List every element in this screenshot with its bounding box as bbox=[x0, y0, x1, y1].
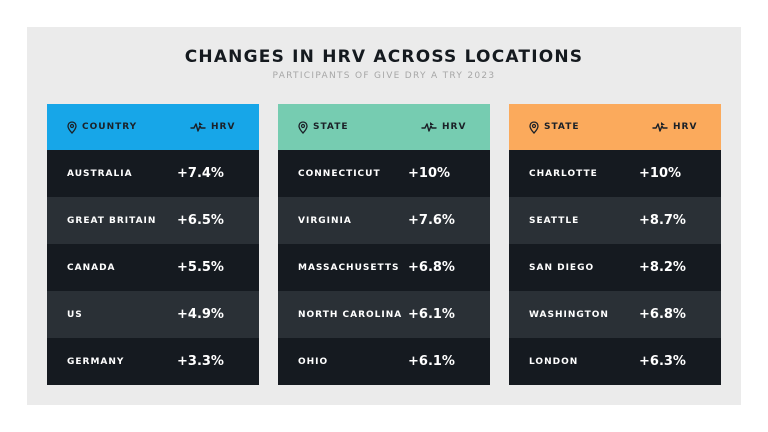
row-location-name: NORTH CAROLINA bbox=[298, 309, 403, 320]
row-location-name: GREAT BRITAIN bbox=[67, 215, 157, 226]
heart-rate-plane-icon bbox=[652, 122, 668, 132]
table-country: COUNTRY HRV AUSTRALIA +7.4% GREAT BRITAIN +… bbox=[47, 104, 259, 385]
row-hrv-value: +7.4% bbox=[177, 166, 224, 181]
table-row: AUSTRALIA +7.4% bbox=[47, 150, 259, 197]
row-hrv-value: +6.5% bbox=[177, 213, 224, 228]
location-pin-icon bbox=[298, 120, 308, 134]
row-location-name: CHARLOTTE bbox=[529, 168, 598, 179]
row-hrv-value: +6.1% bbox=[408, 354, 455, 369]
row-location-name: VIRGINIA bbox=[298, 215, 352, 226]
row-hrv-value: +4.9% bbox=[177, 307, 224, 322]
table-row: MASSACHUSETTS +6.8% bbox=[278, 244, 490, 291]
table-row: CONNECTICUT +10% bbox=[278, 150, 490, 197]
column-header-hrv: HRV bbox=[673, 122, 698, 132]
row-location-name: SEATTLE bbox=[529, 215, 580, 226]
chart-subtitle: PARTICIPANTS OF GIVE DRY A TRY 2023 bbox=[272, 71, 496, 81]
table-row: CANADA +5.5% bbox=[47, 244, 259, 291]
table-row: LONDON +6.3% bbox=[509, 338, 721, 385]
heart-rate-plane-icon bbox=[190, 122, 206, 132]
row-hrv-value: +10% bbox=[639, 166, 682, 181]
column-header-location: COUNTRY bbox=[82, 122, 138, 132]
row-hrv-value: +6.3% bbox=[639, 354, 686, 369]
row-location-name: CONNECTICUT bbox=[298, 168, 381, 179]
table-header: STATE HRV bbox=[278, 104, 490, 150]
row-location-name: MASSACHUSETTS bbox=[298, 262, 400, 273]
row-hrv-value: +7.6% bbox=[408, 213, 455, 228]
location-pin-icon bbox=[67, 120, 77, 134]
table-header: STATE HRV bbox=[509, 104, 721, 150]
row-hrv-value: +6.8% bbox=[639, 307, 686, 322]
row-hrv-value: +3.3% bbox=[177, 354, 224, 369]
row-hrv-value: +6.1% bbox=[408, 307, 455, 322]
chart-title: CHANGES IN HRV ACROSS LOCATIONS bbox=[184, 47, 584, 67]
row-location-name: CANADA bbox=[67, 262, 116, 273]
row-location-name: LONDON bbox=[529, 356, 579, 367]
location-pin-icon bbox=[529, 120, 539, 134]
table-row: CHARLOTTE +10% bbox=[509, 150, 721, 197]
table-row: OHIO +6.1% bbox=[278, 338, 490, 385]
row-location-name: GERMANY bbox=[67, 356, 125, 367]
table-state: STATE HRV CONNECTICUT +10% VIRGINIA +7.6% MA… bbox=[278, 104, 490, 385]
column-header-hrv: HRV bbox=[211, 122, 236, 132]
heart-rate-plane-icon bbox=[421, 122, 437, 132]
row-hrv-value: +6.8% bbox=[408, 260, 455, 275]
table-row: SAN DIEGO +8.2% bbox=[509, 244, 721, 291]
table-row: NORTH CAROLINA +6.1% bbox=[278, 291, 490, 338]
table-row: GERMANY +3.3% bbox=[47, 338, 259, 385]
table-row: US +4.9% bbox=[47, 291, 259, 338]
row-hrv-value: +8.7% bbox=[639, 213, 686, 228]
table-city: STATE HRV CHARLOTTE +10% SEATTLE +8.7% SAN D… bbox=[509, 104, 721, 385]
row-location-name: WASHINGTON bbox=[529, 309, 609, 320]
column-header-hrv: HRV bbox=[442, 122, 467, 132]
column-header-location: STATE bbox=[544, 122, 580, 132]
row-hrv-value: +5.5% bbox=[177, 260, 224, 275]
table-row: SEATTLE +8.7% bbox=[509, 197, 721, 244]
table-row: VIRGINIA +7.6% bbox=[278, 197, 490, 244]
row-location-name: US bbox=[67, 309, 83, 320]
table-row: WASHINGTON +6.8% bbox=[509, 291, 721, 338]
table-row: GREAT BRITAIN +6.5% bbox=[47, 197, 259, 244]
row-location-name: SAN DIEGO bbox=[529, 262, 595, 273]
row-hrv-value: +8.2% bbox=[639, 260, 686, 275]
column-header-location: STATE bbox=[313, 122, 349, 132]
row-hrv-value: +10% bbox=[408, 166, 451, 181]
table-header: COUNTRY HRV bbox=[47, 104, 259, 150]
row-location-name: OHIO bbox=[298, 356, 329, 367]
row-location-name: AUSTRALIA bbox=[67, 168, 133, 179]
